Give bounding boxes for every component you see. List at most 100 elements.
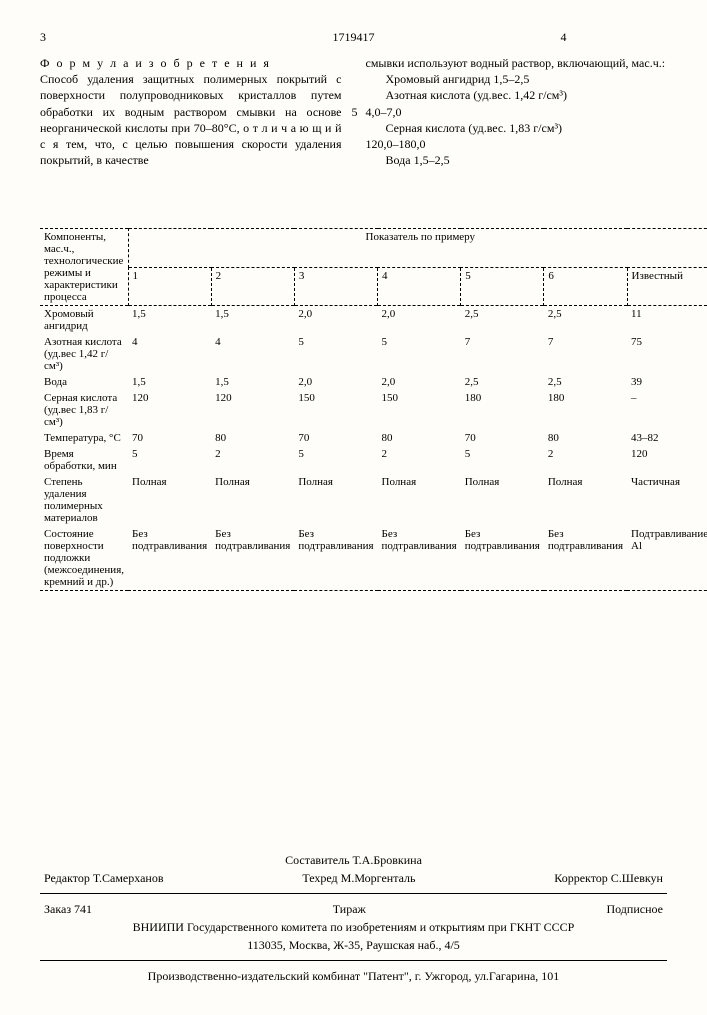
cell: 120	[627, 446, 707, 474]
col-4: 4	[378, 267, 461, 306]
cell: 7	[461, 334, 544, 374]
col-3: 3	[294, 267, 377, 306]
cell: 4	[211, 334, 294, 374]
row-label: Температура, °С	[40, 430, 128, 446]
cell: 4	[128, 334, 211, 374]
cell: 2	[211, 446, 294, 474]
table-row: Степень удаления полимерных материаловПо…	[40, 474, 707, 526]
sign: Подписное	[606, 900, 663, 918]
cell: 43–82	[627, 430, 707, 446]
cell: 2,0	[378, 374, 461, 390]
cell: Полная	[544, 474, 627, 526]
cell: Без подтравливания	[378, 526, 461, 591]
addr: 113035, Москва, Ж-35, Раушская наб., 4/5	[40, 936, 667, 954]
table-row: Азотная кислота (уд.вес 1,42 г/см³)44557…	[40, 334, 707, 374]
data-table: Компоненты, мас.ч., технологические режи…	[40, 228, 707, 591]
cell: Без подтравливания	[211, 526, 294, 591]
comp-2a: Азотная кислота (уд.вес. 1,42 г/см³)	[386, 88, 567, 102]
col-known: Известный	[627, 267, 707, 306]
cell: 70	[294, 430, 377, 446]
cell: 70	[128, 430, 211, 446]
cell: Без подтравливания	[294, 526, 377, 591]
cell: 70	[461, 430, 544, 446]
page-header: 3 1719417 4	[40, 30, 667, 45]
order: Заказ 741	[44, 900, 92, 918]
cell: 180	[544, 390, 627, 430]
cell: 5	[128, 446, 211, 474]
corrector: Корректор С.Шевкун	[554, 869, 663, 887]
cell: Полная	[294, 474, 377, 526]
table-head-label: Компоненты, мас.ч., технологические режи…	[40, 229, 128, 306]
table-row: Состояние поверхности подложки (межсоеди…	[40, 526, 707, 591]
cell: Без подтравливания	[128, 526, 211, 591]
col-6: 6	[544, 267, 627, 306]
col-1: 1	[128, 267, 211, 306]
cell: 1,5	[128, 306, 211, 335]
table-row: Хромовый ангидрид1,51,52,02,02,52,511	[40, 306, 707, 335]
left-body: Способ удаления защитных полимерных покр…	[40, 72, 342, 167]
cell: 1,5	[128, 374, 211, 390]
cell: 75	[627, 334, 707, 374]
col-5: 5	[461, 267, 544, 306]
tirazh: Тираж	[333, 900, 366, 918]
cell: 2,5	[544, 306, 627, 335]
cell: 120	[128, 390, 211, 430]
cell: 80	[544, 430, 627, 446]
cell: 2,0	[378, 306, 461, 335]
org: ВНИИПИ Государственного комитета по изоб…	[40, 918, 667, 936]
page-num-left: 3	[40, 30, 247, 45]
row-label: Азотная кислота (уд.вес 1,42 г/см³)	[40, 334, 128, 374]
cell: Без подтравливания	[461, 526, 544, 591]
table-row: Вода1,51,52,02,02,52,539	[40, 374, 707, 390]
cell: 5	[294, 334, 377, 374]
cell: 5	[294, 446, 377, 474]
cell: 5	[378, 334, 461, 374]
printer: Производственно-издательский комбинат "П…	[40, 967, 667, 985]
cell: 2,5	[461, 374, 544, 390]
cell: 1,5	[211, 306, 294, 335]
cell: 7	[544, 334, 627, 374]
cell: 2,5	[544, 374, 627, 390]
row-label: Время обработки, мин	[40, 446, 128, 474]
table-row: Температура, °С70807080708043–82	[40, 430, 707, 446]
footer: Составитель Т.А.Бровкина Редактор Т.Саме…	[40, 851, 667, 985]
two-column-text: Ф о р м у л а и з о б р е т е н и я Спос…	[40, 55, 667, 168]
editor: Редактор Т.Самерханов	[44, 869, 164, 887]
cell: Полная	[128, 474, 211, 526]
row-label: Состояние поверхности подложки (межсоеди…	[40, 526, 128, 591]
cell: Подтравливание Al	[627, 526, 707, 591]
doc-number: 1719417	[250, 30, 457, 45]
cell: 39	[627, 374, 707, 390]
cell: 2,0	[294, 374, 377, 390]
comp-3a: Серная кислота (уд.вес. 1,83 г/см³)	[386, 121, 563, 135]
col-2: 2	[211, 267, 294, 306]
cell: Полная	[378, 474, 461, 526]
cell: 150	[378, 390, 461, 430]
comp-2b: 4,0–7,0	[366, 105, 402, 119]
line-marker-5: 5	[352, 104, 358, 120]
cell: 2,5	[461, 306, 544, 335]
page-num-right: 4	[460, 30, 667, 45]
cell: 5	[461, 446, 544, 474]
cell: Полная	[211, 474, 294, 526]
right-column: смывки используют водный раствор, включа…	[366, 55, 668, 168]
cell: Без подтравливания	[544, 526, 627, 591]
left-column: Ф о р м у л а и з о б р е т е н и я Спос…	[40, 55, 342, 168]
cell: 80	[378, 430, 461, 446]
cell: 11	[627, 306, 707, 335]
formula-title: Ф о р м у л а и з о б р е т е н и я	[40, 56, 271, 70]
table-row: Серная кислота (уд.вес 1,83 г/см³)120120…	[40, 390, 707, 430]
right-lead: смывки используют водный раствор, включа…	[366, 56, 666, 70]
cell: 80	[211, 430, 294, 446]
table-group-head: Показатель по примеру	[128, 229, 707, 268]
cell: 1,5	[211, 374, 294, 390]
cell: 2	[544, 446, 627, 474]
comp-1: Хромовый ангидрид 1,5–2,5	[386, 72, 530, 86]
cell: 2,0	[294, 306, 377, 335]
cell: 150	[294, 390, 377, 430]
compiler: Составитель Т.А.Бровкина	[40, 851, 667, 869]
cell: 180	[461, 390, 544, 430]
comp-4: Вода 1,5–2,5	[386, 153, 450, 167]
comp-3b: 120,0–180,0	[366, 137, 426, 151]
cell: 2	[378, 446, 461, 474]
